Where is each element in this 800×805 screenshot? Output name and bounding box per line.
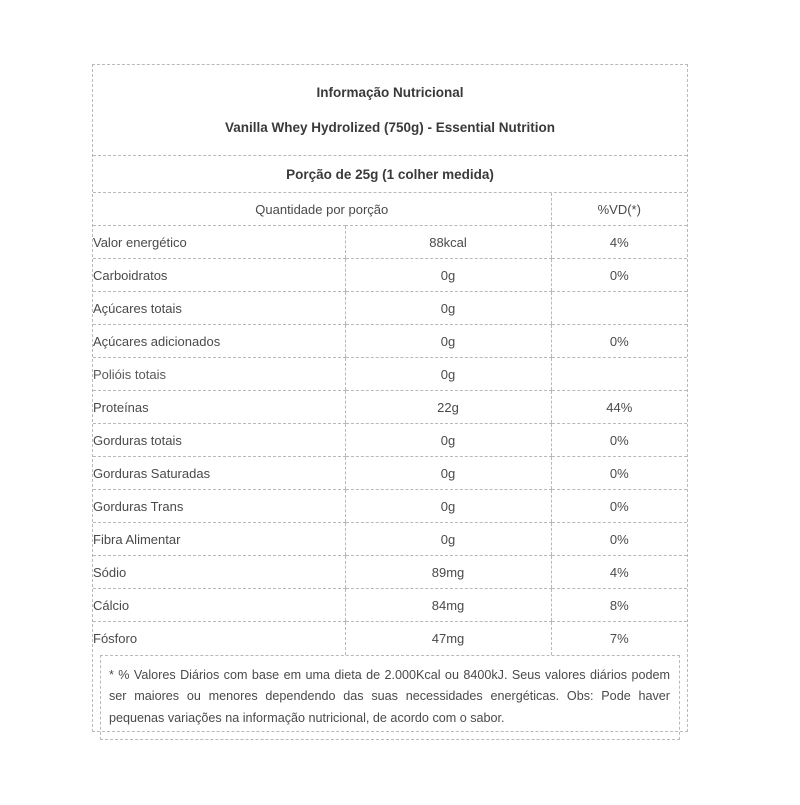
nutrient-amount: 22g <box>344 390 552 425</box>
nutrient-daily-value: 0% <box>550 423 688 458</box>
table-row: Gorduras totais 0g 0% <box>93 423 688 458</box>
nutrient-amount: 0g <box>344 522 552 557</box>
column-header-quantity: Quantidade por porção <box>93 192 552 227</box>
nutrient-amount: 0g <box>344 258 552 293</box>
nutrient-amount: 47mg <box>344 621 552 655</box>
table-row: Gorduras Trans 0g 0% <box>93 489 688 524</box>
nutrient-name: Carboidratos <box>93 258 345 293</box>
nutrient-amount: 0g <box>344 423 552 458</box>
table-row: Valor energético 88kcal 4% <box>93 225 688 260</box>
table-row: Cálcio 84mg 8% <box>93 588 688 623</box>
table-row: Fósforo 47mg 7% <box>93 621 688 655</box>
nutrient-name: Gorduras totais <box>93 423 345 458</box>
table-row: Açúcares adicionados 0g 0% <box>93 324 688 359</box>
nutrient-amount: 88kcal <box>344 225 552 260</box>
table-row: Proteínas 22g 44% <box>93 390 688 425</box>
nutrient-daily-value: 4% <box>550 555 688 590</box>
nutrient-amount: 0g <box>344 357 552 392</box>
table-row: Polióis totais 0g <box>93 357 688 392</box>
nutrient-name: Gorduras Saturadas <box>93 456 345 491</box>
nutrient-name: Fibra Alimentar <box>93 522 345 557</box>
column-header-vd: %VD(*) <box>550 192 688 227</box>
nutrient-daily-value: 44% <box>550 390 688 425</box>
nutrient-name: Fósforo <box>93 631 138 646</box>
table-row: Fibra Alimentar 0g 0% <box>93 522 688 557</box>
nutrient-daily-value <box>550 291 688 326</box>
nutrient-name: Proteínas <box>93 390 345 425</box>
nutrition-table: Quantidade por porção %VD(*) Valor energ… <box>93 192 688 655</box>
nutrient-daily-value <box>550 357 688 392</box>
product-name: Vanilla Whey Hydrolized (750g) - Essenti… <box>224 119 556 135</box>
nutrient-name: Gorduras Trans <box>93 489 345 524</box>
nutrient-daily-value: 0% <box>550 456 688 491</box>
nutrient-daily-value: 0% <box>550 258 688 293</box>
table-row: Sódio 89mg 4% <box>93 555 688 590</box>
nutrient-daily-value: 7% <box>550 621 688 655</box>
nutrient-daily-value: 4% <box>550 225 688 260</box>
table-row: Açúcares totais 0g <box>93 291 688 326</box>
portion-size-label: Porção de 25g (1 colher medida) <box>93 156 687 193</box>
nutrient-daily-value: 8% <box>550 588 688 623</box>
nutrition-title-block: Informação Nutricional Vanilla Whey Hydr… <box>93 65 687 156</box>
nutrient-amount: 0g <box>344 291 552 326</box>
table-row: Carboidratos 0g 0% <box>93 258 688 293</box>
nutrient-daily-value: 0% <box>550 324 688 359</box>
nutrient-amount: 0g <box>344 489 552 524</box>
nutrient-name: Sódio <box>93 555 345 590</box>
nutrient-amount: 0g <box>344 456 552 491</box>
nutrient-amount: 84mg <box>344 588 552 623</box>
nutrition-facts-panel: Informação Nutricional Vanilla Whey Hydr… <box>92 64 688 740</box>
nutrition-title: Informação Nutricional <box>316 85 464 100</box>
nutrient-daily-value: 0% <box>550 489 688 524</box>
nutrient-name: Polióis totais <box>93 357 345 392</box>
nutrient-name: Valor energético <box>93 225 345 260</box>
nutrient-amount: 0g <box>344 324 552 359</box>
nutrient-name: Açúcares totais <box>93 291 345 326</box>
nutrient-name: Açúcares adicionados <box>93 324 345 359</box>
table-header-row: Quantidade por porção %VD(*) <box>93 192 688 227</box>
daily-values-footnote: * % Valores Diários com base em uma diet… <box>100 654 680 740</box>
nutrient-daily-value: 0% <box>550 522 688 557</box>
nutrient-amount: 89mg <box>344 555 552 590</box>
table-row: Gorduras Saturadas 0g 0% <box>93 456 688 491</box>
nutrient-name: Cálcio <box>93 588 345 623</box>
